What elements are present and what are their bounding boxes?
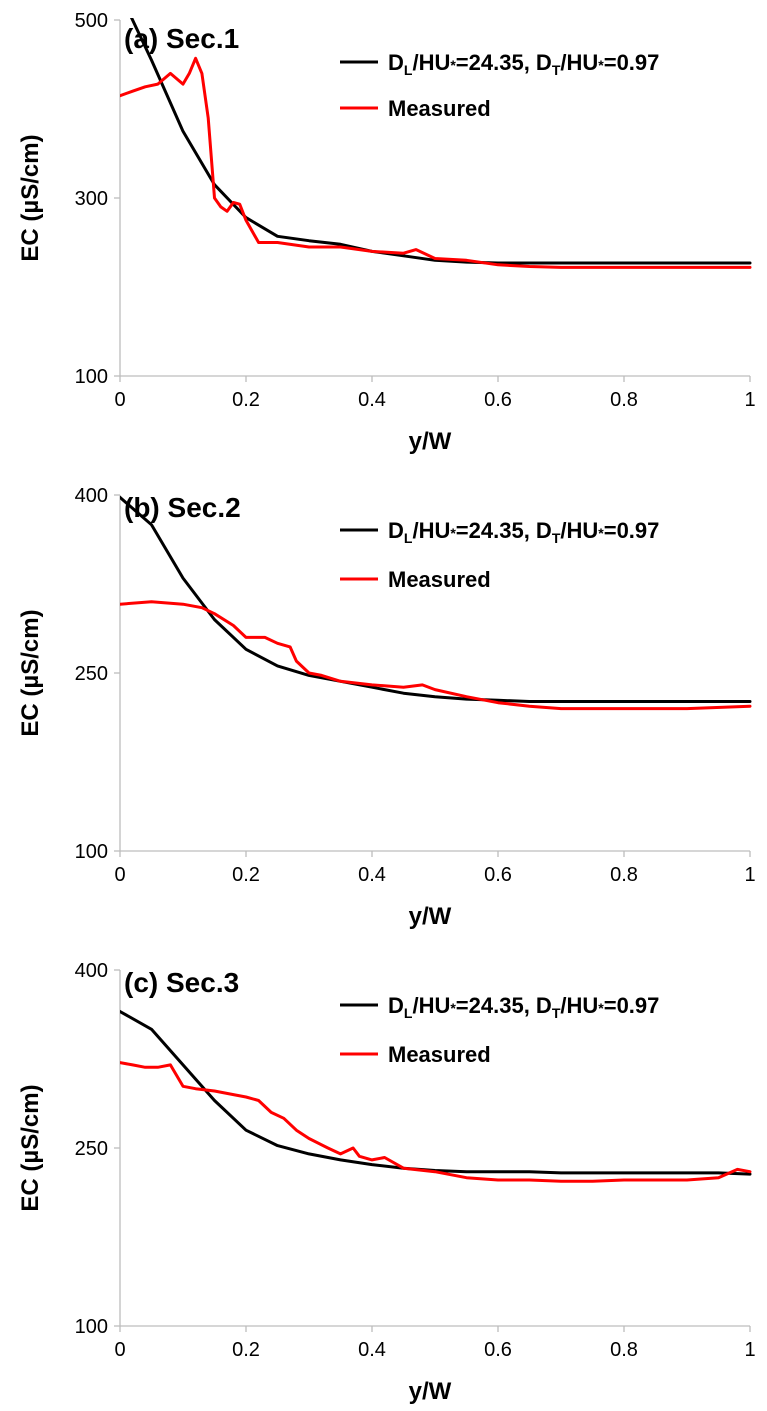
x-tick-label: 0.8 bbox=[610, 1339, 638, 1361]
panel-title: (b) Sec.2 bbox=[124, 492, 241, 523]
x-tick-label: 0.2 bbox=[232, 389, 260, 411]
x-tick-label: 0.2 bbox=[232, 864, 260, 886]
y-tick-label: 100 bbox=[75, 1316, 108, 1338]
y-tick-label: 250 bbox=[75, 663, 108, 685]
x-tick-label: 0.6 bbox=[484, 389, 512, 411]
y-tick-label: 400 bbox=[75, 485, 108, 507]
x-tick-label: 1 bbox=[744, 864, 755, 886]
legend-label-measured: Measured bbox=[388, 567, 491, 592]
x-axis-label: y/W bbox=[409, 428, 452, 455]
x-tick-label: 0 bbox=[114, 1339, 125, 1361]
x-tick-label: 0.6 bbox=[484, 1339, 512, 1361]
x-tick-label: 1 bbox=[744, 389, 755, 411]
x-tick-label: 0.6 bbox=[484, 864, 512, 886]
y-tick-label: 400 bbox=[75, 960, 108, 982]
x-tick-label: 0.4 bbox=[358, 389, 386, 411]
y-tick-label: 300 bbox=[75, 188, 108, 210]
panel-3: 0 0.2 0.4 0.6 0.8 1 100 250 400 y/W EC (µS/cm) (c) … bbox=[17, 960, 756, 1405]
legend-label-model: DL/HU*=24.35, DT/HU*=0.97 bbox=[388, 993, 659, 1021]
panel-1: 0 0.2 0.4 0.6 0.8 1 100 300 500 y/W EC (µS/cm) (a) … bbox=[17, 10, 756, 455]
legend-label-model: DL/HU*=24.35, DT/HU*=0.97 bbox=[388, 518, 659, 546]
measured-series-line bbox=[120, 1061, 752, 1183]
measured-series-line bbox=[120, 600, 752, 711]
y-axis-label: EC (µS/cm) bbox=[17, 609, 44, 736]
legend-label-measured: Measured bbox=[388, 96, 491, 121]
panel-title: (c) Sec.3 bbox=[124, 967, 239, 998]
x-tick-label: 0.4 bbox=[358, 1339, 386, 1361]
y-tick-label: 100 bbox=[75, 366, 108, 388]
x-tick-label: 0.4 bbox=[358, 864, 386, 886]
model-series-line bbox=[120, 495, 752, 703]
x-tick-label: 0.8 bbox=[610, 864, 638, 886]
legend-label-model: DL/HU*=24.35, DT/HU*=0.97 bbox=[388, 50, 659, 78]
y-axis-label: EC (µS/cm) bbox=[17, 134, 44, 261]
x-tick-label: 0.2 bbox=[232, 1339, 260, 1361]
x-tick-label: 1 bbox=[744, 1339, 755, 1361]
x-tick-label: 0 bbox=[114, 864, 125, 886]
measured-series-line bbox=[120, 56, 752, 269]
x-axis-label: y/W bbox=[409, 903, 452, 930]
y-axis-label: EC (µS/cm) bbox=[17, 1084, 44, 1211]
panel-2: 0 0.2 0.4 0.6 0.8 1 100 250 400 y/W EC (µS/cm) (b) … bbox=[17, 485, 756, 930]
x-axis-label: y/W bbox=[409, 1378, 452, 1405]
y-tick-label: 100 bbox=[75, 841, 108, 863]
x-tick-label: 0.8 bbox=[610, 389, 638, 411]
model-series-line bbox=[120, 1010, 752, 1176]
model-series-line bbox=[129, 18, 752, 265]
panel-title: (a) Sec.1 bbox=[124, 23, 239, 54]
y-tick-label: 500 bbox=[75, 10, 108, 32]
x-tick-label: 0 bbox=[114, 389, 125, 411]
legend-label-measured: Measured bbox=[388, 1042, 491, 1067]
y-tick-label: 250 bbox=[75, 1138, 108, 1160]
